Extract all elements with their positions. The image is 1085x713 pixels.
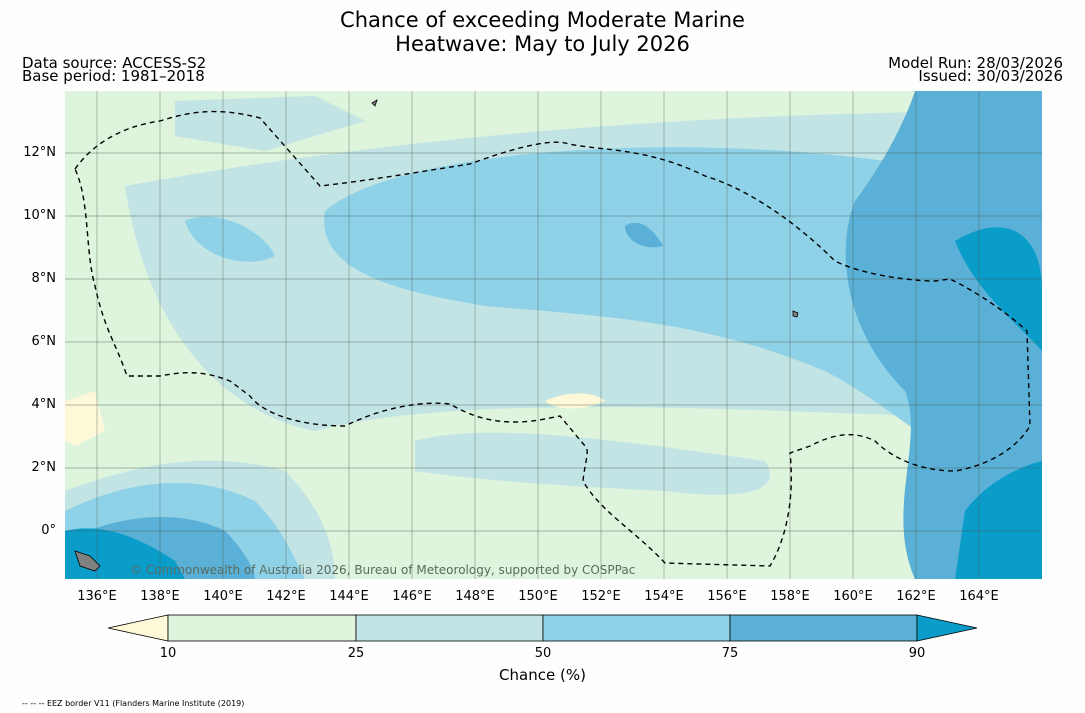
map-title-line1: Chance of exceeding Moderate Marine <box>340 8 745 32</box>
lon-label: 146°E <box>392 589 432 604</box>
lon-label: 136°E <box>77 589 117 604</box>
lon-label: 152°E <box>581 589 621 604</box>
colorbar-tick: 10 <box>159 646 177 661</box>
lat-label: 10°N <box>23 208 56 223</box>
lat-label: 4°N <box>31 397 57 412</box>
lon-label: 144°E <box>329 589 369 604</box>
zone-50-75-patch <box>185 216 275 262</box>
colorbar-25-50 <box>355 614 544 642</box>
base-period: Base period: 1981–2018 <box>22 67 205 85</box>
zone-25-50-nw <box>175 96 365 151</box>
lon-label: 140°E <box>203 589 243 604</box>
data-source: Data source: ACCESS-S2 <box>22 54 207 72</box>
colorbar-tick: 25 <box>347 646 365 661</box>
model-run: Model Run: 28/03/2026 <box>888 54 1063 72</box>
lat-label: 12°N <box>23 145 56 160</box>
colorbar-50-75 <box>542 614 731 642</box>
colorbar-tick: 50 <box>534 646 552 661</box>
issued-date: Issued: 30/03/2026 <box>918 67 1063 85</box>
lon-label: 150°E <box>518 589 558 604</box>
lon-label: 156°E <box>707 589 747 604</box>
lat-label: 6°N <box>31 334 57 349</box>
island-pohnpei <box>792 310 799 318</box>
lat-label: 2°N <box>31 460 57 475</box>
eez-legend-note: -- -- -- EEZ border V11 (Flanders Marine… <box>22 699 245 708</box>
lon-label: 142°E <box>266 589 306 604</box>
zone-75-90-east <box>845 91 1042 579</box>
colorbar-lt10 <box>108 614 169 642</box>
colorbar-label: Chance (%) <box>499 666 586 684</box>
island-guam <box>371 99 378 107</box>
graticule <box>65 91 1042 579</box>
colorbar <box>108 614 978 642</box>
colorbar-tick: 90 <box>908 646 926 661</box>
lon-label: 148°E <box>455 589 495 604</box>
colorbar-75-90 <box>729 614 918 642</box>
lon-label: 162°E <box>896 589 936 604</box>
island-sw <box>74 550 101 572</box>
zone-gt90-east <box>955 227 1042 351</box>
lon-label: 158°E <box>770 589 810 604</box>
lon-label: 138°E <box>140 589 180 604</box>
colorbar-gt90 <box>916 614 978 642</box>
lon-label: 154°E <box>644 589 684 604</box>
map-title-line2: Heatwave: May to July 2026 <box>395 32 690 56</box>
colorbar-tick: 75 <box>721 646 739 661</box>
lat-label: 0° <box>41 523 56 538</box>
eez-border <box>74 110 1031 567</box>
colorbar-10-25 <box>167 614 357 642</box>
copyright-notice: © Commonwealth of Australia 2026, Bureau… <box>130 563 636 577</box>
zone-25-50-south <box>415 432 771 495</box>
heatwave-map[interactable] <box>65 91 1042 579</box>
lon-label: 164°E <box>959 589 999 604</box>
zone-75-90-patch <box>625 222 663 248</box>
lat-label: 8°N <box>31 271 57 286</box>
zone-gt90-southeast <box>955 461 1042 579</box>
lon-label: 160°E <box>833 589 873 604</box>
